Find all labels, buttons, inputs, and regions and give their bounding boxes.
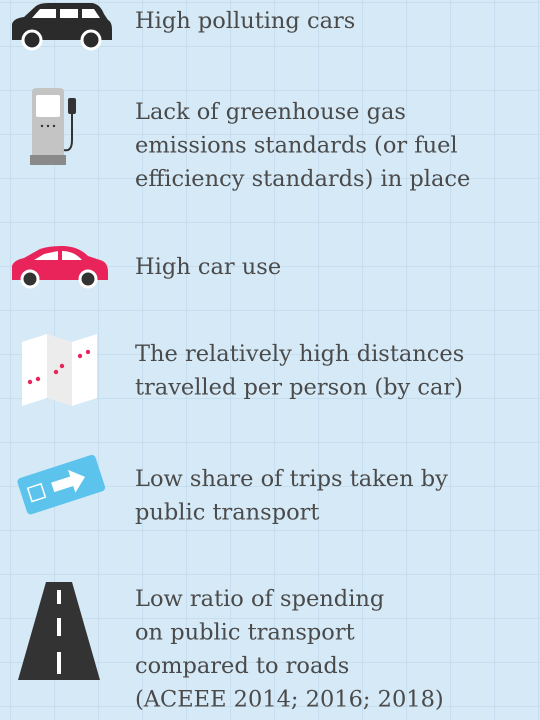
item-text: The relatively high distances [135, 341, 464, 367]
item-text: Low ratio of spending [135, 586, 384, 612]
ticket-icon [17, 454, 106, 515]
item-text: efficiency standards) in place [135, 166, 470, 192]
item-text: Lack of greenhouse gas [135, 99, 406, 125]
item-text: emissions standards (or fuel [135, 133, 458, 159]
item-text: on public transport [135, 620, 355, 646]
item-text: (ACEEE 2014; 2016; 2018) [135, 687, 444, 713]
item-text: Low share of trips taken by [135, 466, 448, 492]
item-text: High polluting cars [135, 8, 355, 34]
item-text: compared to roads [135, 653, 349, 679]
fuel-pump-icon [30, 88, 76, 165]
item-text: High car use [135, 254, 281, 280]
car-icon-black [12, 3, 112, 51]
car-icon-red [12, 246, 108, 289]
road-icon [18, 582, 100, 680]
map-icon [22, 334, 97, 406]
item-text: public transport [135, 500, 319, 526]
item-text: travelled per person (by car) [135, 375, 463, 401]
